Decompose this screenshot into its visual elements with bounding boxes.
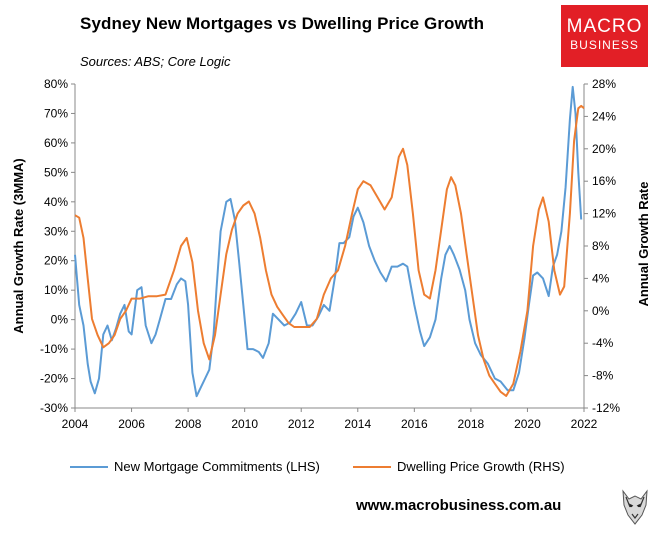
macrobusiness-logo: MACRO BUSINESS <box>561 5 648 67</box>
y-left-tick-label: 20% <box>44 254 68 268</box>
y-right-tick-label: 0% <box>592 304 610 318</box>
y-right-tick-label: 16% <box>592 174 616 188</box>
logo-line-1: MACRO <box>566 16 643 37</box>
x-tick-label: 2022 <box>571 417 598 431</box>
y-axis-left-label: Annual Growth Rate (3MMA) <box>11 158 26 334</box>
series-line-price <box>74 104 585 397</box>
y-left-tick-label: 0% <box>51 313 69 327</box>
legend-item-price: Dwelling Price Growth (RHS) <box>353 459 565 474</box>
x-tick-label: 2010 <box>231 417 258 431</box>
x-tick-label: 2018 <box>458 417 485 431</box>
y-left-tick-label: 40% <box>44 195 68 209</box>
y-left-tick-label: 70% <box>44 106 68 120</box>
chart-subtitle: Sources: ABS; Core Logic <box>80 54 231 69</box>
x-tick-label: 2020 <box>514 417 541 431</box>
chart-title: Sydney New Mortgages vs Dwelling Price G… <box>80 14 485 33</box>
legend-item-mortgage: New Mortgage Commitments (LHS) <box>70 459 320 474</box>
y-right-tick-label: 8% <box>592 239 610 253</box>
footer-url: www.macrobusiness.com.au <box>356 497 562 514</box>
x-tick-label: 2016 <box>401 417 428 431</box>
y-right-tick-label: -12% <box>592 401 620 415</box>
series-line-mortgage <box>74 85 583 398</box>
y-left-tick-label: 30% <box>44 224 68 238</box>
y-right-tick-label: -8% <box>592 369 614 383</box>
x-tick-label: 2006 <box>118 417 145 431</box>
y-right-tick-label: 28% <box>592 77 616 91</box>
y-left-tick-label: 80% <box>44 77 68 91</box>
wolf-mascot-icon <box>622 489 648 525</box>
x-tick-label: 2004 <box>62 417 89 431</box>
legend-label-mortgage: New Mortgage Commitments (LHS) <box>114 459 320 474</box>
logo-line-2: BUSINESS <box>570 38 639 52</box>
line-chart: 80% 70% 60% 50% 40% 30% 20% 10% 0% -10% -20% -30% 28… <box>11 77 651 431</box>
y-axis-right-label: Annual Growth Rate <box>636 182 651 307</box>
y-left-tick-label: 50% <box>44 165 68 179</box>
y-right-tick-label: 24% <box>592 109 616 123</box>
x-tick-label: 2012 <box>288 417 315 431</box>
y-left-tick-label: 10% <box>44 283 68 297</box>
y-right-tick-label: 12% <box>592 207 616 221</box>
y-left-tick-label: -20% <box>40 372 68 386</box>
x-tick-label: 2014 <box>344 417 371 431</box>
y-right-tick-label: 4% <box>592 271 610 285</box>
y-left-tick-label: -10% <box>40 342 68 356</box>
legend-swatch-mortgage <box>70 465 108 468</box>
legend-label-price: Dwelling Price Growth (RHS) <box>397 459 565 474</box>
x-tick-label: 2008 <box>175 417 202 431</box>
y-left-tick-label: 60% <box>44 136 68 150</box>
y-right-tick-label: -4% <box>592 336 614 350</box>
y-right-tick-label: 20% <box>592 142 616 156</box>
legend-swatch-price <box>353 465 391 468</box>
y-left-tick-label: -30% <box>40 401 68 415</box>
